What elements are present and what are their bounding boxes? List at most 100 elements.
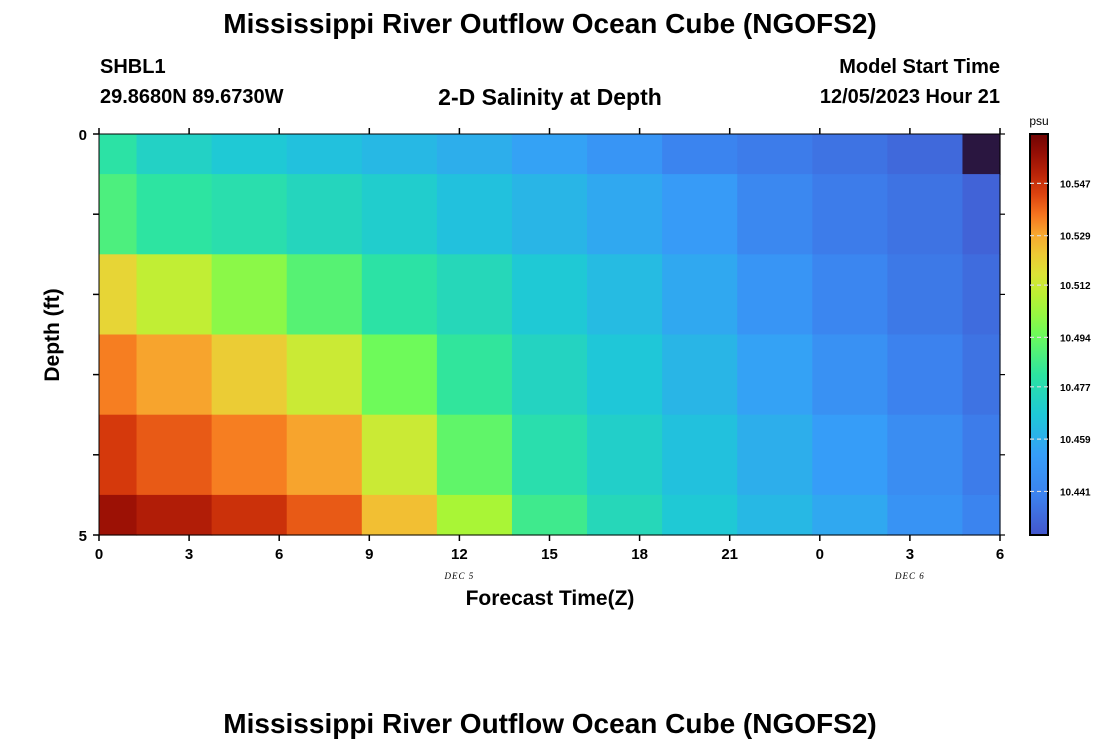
colorbar-unit: psu — [1029, 114, 1048, 128]
station-coordinates: 29.8680N 89.6730W — [100, 86, 284, 108]
heatmap-cell — [211, 414, 288, 496]
model-start-label: Model Start Time — [839, 56, 1000, 78]
heatmap-cell — [962, 254, 1001, 336]
next-chart-title: Mississippi River Outflow Ocean Cube (NG… — [223, 708, 877, 739]
heatmap-cell — [99, 254, 138, 336]
heatmap-cell — [737, 334, 813, 416]
heatmap-cell — [361, 134, 438, 175]
heatmap-cell — [99, 134, 138, 175]
heatmap-cell — [662, 174, 738, 255]
heatmap-cell — [136, 254, 213, 336]
heatmap-cell — [662, 254, 738, 336]
heatmap-cell — [99, 414, 138, 496]
heatmap-cell — [286, 254, 363, 336]
heatmap-cell — [587, 174, 663, 255]
x-tick-label: 0 — [95, 546, 103, 563]
heatmap-cell — [662, 414, 738, 496]
heatmap-cell — [587, 494, 663, 536]
heatmap-cell — [211, 494, 288, 536]
heatmap-cell — [737, 134, 813, 175]
colorbar-tick-label: 10.477 — [1060, 383, 1091, 394]
heatmap-cell — [887, 414, 964, 496]
heatmap-cell — [436, 134, 513, 175]
chart-title: Mississippi River Outflow Ocean Cube (NG… — [223, 8, 877, 39]
heatmap-cell — [962, 494, 1001, 536]
heatmap-cell — [737, 174, 813, 255]
heatmap-cell — [511, 494, 588, 536]
heatmap-cell — [812, 414, 888, 496]
heatmap-cell — [211, 174, 288, 255]
heatmap-cell — [211, 254, 288, 336]
heatmap-cell — [812, 254, 888, 336]
heatmap-cell — [361, 334, 438, 416]
heatmap-cell — [587, 334, 663, 416]
heatmap-cell — [511, 134, 588, 175]
heatmap-cell — [662, 494, 738, 536]
y-tick-label: 5 — [79, 528, 87, 545]
x-tick-label: 12 — [451, 546, 468, 563]
heatmap-cell — [99, 494, 138, 536]
heatmap-cell — [962, 174, 1001, 255]
heatmap-cell — [587, 134, 663, 175]
x-tick-label: 9 — [365, 546, 373, 563]
heatmap-cell — [361, 174, 438, 255]
heatmap-cell — [511, 414, 588, 496]
heatmap-cell — [99, 334, 138, 416]
x-tick-label: 21 — [721, 546, 738, 563]
heatmap-cell — [436, 494, 513, 536]
colorbar-tick-label: 10.512 — [1060, 281, 1091, 292]
heatmap-cell — [737, 494, 813, 536]
heatmap-cell — [99, 174, 138, 255]
heatmap-cell — [436, 174, 513, 255]
heatmap-cell — [286, 494, 363, 536]
heatmap-cell — [286, 334, 363, 416]
heatmap-cell — [211, 134, 288, 175]
heatmap-cell — [812, 494, 888, 536]
heatmap-cell — [436, 334, 513, 416]
date-label: DEC 5 — [444, 571, 475, 581]
date-label: DEC 6 — [894, 571, 925, 581]
model-start-value: 12/05/2023 Hour 21 — [819, 86, 1000, 108]
heatmap-cell — [962, 334, 1001, 416]
heatmap-cell — [211, 334, 288, 416]
heatmap-cell — [286, 414, 363, 496]
colorbar-tick-label: 10.529 — [1060, 232, 1091, 243]
x-tick-label: 0 — [816, 546, 824, 563]
x-tick-label: 3 — [185, 546, 193, 563]
heatmap-cell — [587, 414, 663, 496]
heatmap-cell — [737, 254, 813, 336]
colorbar-tick-label: 10.547 — [1060, 179, 1091, 190]
heatmap-cell — [962, 414, 1001, 496]
heatmap-cell — [812, 134, 888, 175]
heatmap-cell — [136, 494, 213, 536]
heatmap-cell — [662, 334, 738, 416]
x-tick-label: 6 — [275, 546, 283, 563]
heatmap-cell — [962, 134, 1001, 175]
heatmap-cell — [511, 334, 588, 416]
heatmap-cell — [887, 334, 964, 416]
heatmap-cell — [361, 414, 438, 496]
heatmap-cell — [361, 254, 438, 336]
x-tick-label: 15 — [541, 546, 558, 563]
x-tick-label: 3 — [906, 546, 914, 563]
heatmap-cell — [887, 494, 964, 536]
heatmap-cell — [511, 254, 588, 336]
heatmap-cell — [136, 414, 213, 496]
heatmap-cell — [812, 174, 888, 255]
colorbar-tick-label: 10.441 — [1060, 487, 1091, 498]
heatmap-cell — [436, 254, 513, 336]
heatmap-cell — [436, 414, 513, 496]
heatmap-cell — [887, 134, 964, 175]
heatmap-cell — [286, 174, 363, 255]
station-id: SHBL1 — [100, 56, 166, 78]
heatmap-cell — [136, 174, 213, 255]
heatmap-cell — [136, 334, 213, 416]
colorbar-tick-label: 10.459 — [1060, 435, 1091, 446]
colorbar-gradient — [1029, 133, 1049, 536]
colorbar-tick-label: 10.494 — [1060, 333, 1091, 344]
heatmap-cell — [887, 254, 964, 336]
heatmap-cell — [587, 254, 663, 336]
heatmap-cell — [887, 174, 964, 255]
heatmap-cell — [136, 134, 213, 175]
